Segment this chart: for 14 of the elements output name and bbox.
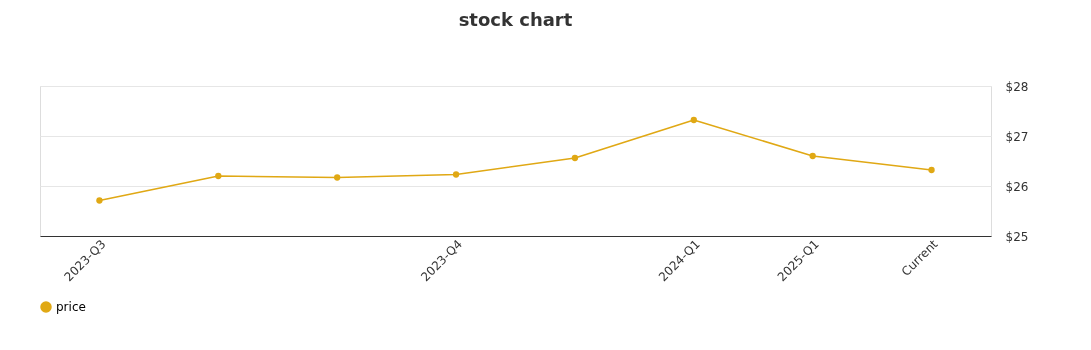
y-tick-label: $27 [1005, 129, 1029, 144]
point [571, 154, 579, 162]
y-tick-label: $25 [1005, 229, 1029, 244]
point [690, 116, 697, 124]
y-tick-label: $26 [1005, 179, 1029, 194]
point [215, 172, 222, 180]
chart-title: stock chart [458, 9, 573, 30]
legend-label: price [56, 300, 86, 314]
point [452, 171, 460, 178]
point [334, 174, 341, 181]
y-tick-label: $28 [1005, 79, 1029, 94]
point [809, 152, 816, 160]
point [96, 197, 103, 204]
point [928, 166, 935, 174]
